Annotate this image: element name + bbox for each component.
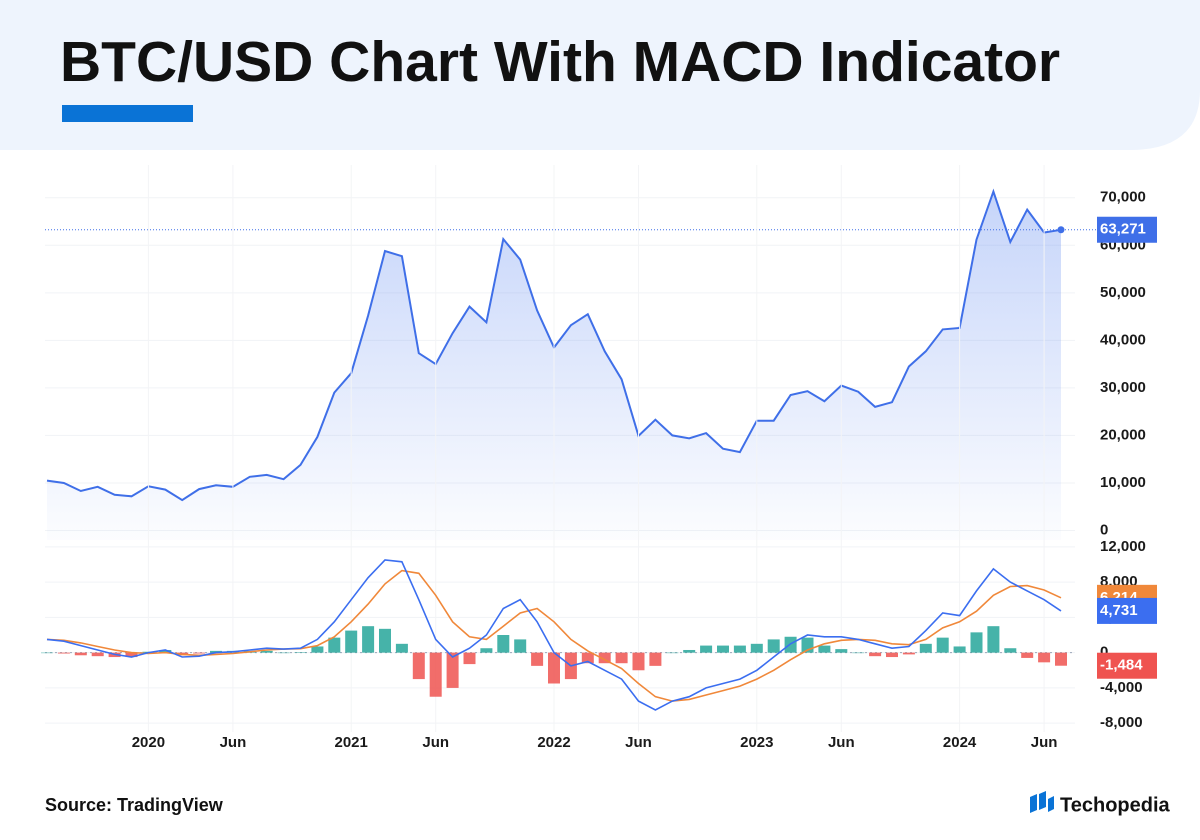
y-tick-label: -8,000 xyxy=(1100,714,1143,731)
histogram-bar xyxy=(970,632,983,653)
histogram-bar xyxy=(852,652,865,654)
histogram-bar xyxy=(531,652,544,666)
x-tick-label: 2024 xyxy=(943,734,977,751)
histogram-bar xyxy=(1038,652,1051,663)
value-badge-label: -1,484 xyxy=(1100,657,1143,674)
histogram-bar xyxy=(125,652,138,658)
brand-logo: Techopedia xyxy=(1030,791,1171,816)
histogram-bar xyxy=(700,645,713,653)
histogram-bar xyxy=(581,652,594,664)
histogram-bar xyxy=(869,652,882,657)
y-tick-label: 10,000 xyxy=(1100,474,1146,491)
histogram-bar xyxy=(1021,652,1034,658)
histogram-bar xyxy=(294,652,307,653)
macd-line xyxy=(46,559,1062,711)
value-badge xyxy=(1097,597,1157,624)
histogram-bar xyxy=(497,635,510,653)
histogram-bar xyxy=(919,643,932,653)
y-tick-label: 70,000 xyxy=(1100,189,1146,206)
histogram-bar xyxy=(835,649,848,653)
histogram-bar xyxy=(1055,652,1067,666)
histogram-bar xyxy=(666,652,679,654)
x-tick-label: 2023 xyxy=(740,734,773,751)
histogram-bar xyxy=(412,652,425,680)
histogram-bar xyxy=(480,648,493,653)
value-badge-label: 63,271 xyxy=(1100,221,1146,238)
histogram-bar xyxy=(379,628,391,653)
histogram-bar xyxy=(615,652,628,664)
histogram-bar xyxy=(362,626,375,653)
histogram-bar xyxy=(91,652,104,657)
x-tick-label: Jun xyxy=(220,734,247,751)
macd-line xyxy=(46,569,1062,702)
histogram-bar xyxy=(74,652,87,656)
last-price-point xyxy=(1057,226,1065,234)
histogram-bar xyxy=(598,652,611,664)
y-tick-label: 20,000 xyxy=(1100,426,1146,443)
x-tick-label: 2022 xyxy=(537,734,570,751)
histogram-bar xyxy=(446,652,459,688)
brand: Techopedia xyxy=(1060,794,1171,816)
histogram-bar xyxy=(57,652,70,654)
x-tick-label: Jun xyxy=(422,734,449,751)
histogram-bar xyxy=(717,645,729,653)
histogram-bar xyxy=(311,646,324,653)
histogram-bar xyxy=(767,639,780,653)
histogram-bar xyxy=(886,652,898,658)
histogram-bar xyxy=(750,643,763,653)
y-tick-label: 0 xyxy=(1100,521,1108,538)
y-tick-label: 0 xyxy=(1100,644,1108,661)
y-tick-label: -4,000 xyxy=(1100,679,1143,696)
histogram-bar xyxy=(260,650,273,653)
page-title: BTC/USD Chart With MACD Indicator xyxy=(60,30,1060,94)
histogram-bar xyxy=(210,650,222,653)
histogram-bar xyxy=(193,652,206,654)
histogram-bar xyxy=(429,652,442,697)
histogram-bar xyxy=(683,649,696,653)
histogram-bar xyxy=(632,652,645,671)
histogram-bar xyxy=(345,630,358,653)
x-tick-label: Jun xyxy=(828,734,855,751)
histogram-bar xyxy=(818,645,831,653)
x-tick-label: 2020 xyxy=(132,734,165,751)
y-tick-label: 12,000 xyxy=(1100,538,1146,555)
histogram-bar xyxy=(514,639,527,653)
plots: 010,00020,00030,00040,00050,00060,00070,… xyxy=(41,165,1157,751)
histogram-bar xyxy=(987,626,1000,653)
histogram-bar xyxy=(548,652,560,684)
source: Source: TradingView xyxy=(45,795,224,815)
y-tick-label: 40,000 xyxy=(1100,331,1146,348)
histogram-bar xyxy=(649,652,662,666)
histogram-bar xyxy=(953,646,966,653)
value-badge xyxy=(1097,652,1157,679)
brand-icon xyxy=(1030,791,1054,813)
x-tick-label: Jun xyxy=(625,734,652,751)
y-tick-label: 50,000 xyxy=(1100,284,1146,301)
x-tick-label: 2021 xyxy=(335,734,368,751)
y-tick-label: 30,000 xyxy=(1100,379,1146,396)
histogram-bar xyxy=(902,652,915,655)
histogram-bar xyxy=(277,652,290,654)
header-band xyxy=(0,0,1200,150)
histogram-bar xyxy=(936,637,949,653)
histogram-bar xyxy=(159,649,172,653)
histogram-bar xyxy=(41,652,53,654)
value-badge-label: 4,731 xyxy=(1100,602,1138,619)
histogram-bar xyxy=(733,645,746,653)
histogram-bar xyxy=(395,643,408,653)
title-underline xyxy=(62,105,193,122)
histogram-bar xyxy=(463,652,476,665)
histogram-bar xyxy=(1004,648,1017,653)
x-tick-label: Jun xyxy=(1031,734,1058,751)
histogram-bar xyxy=(328,637,341,653)
value-badge xyxy=(1097,216,1157,243)
